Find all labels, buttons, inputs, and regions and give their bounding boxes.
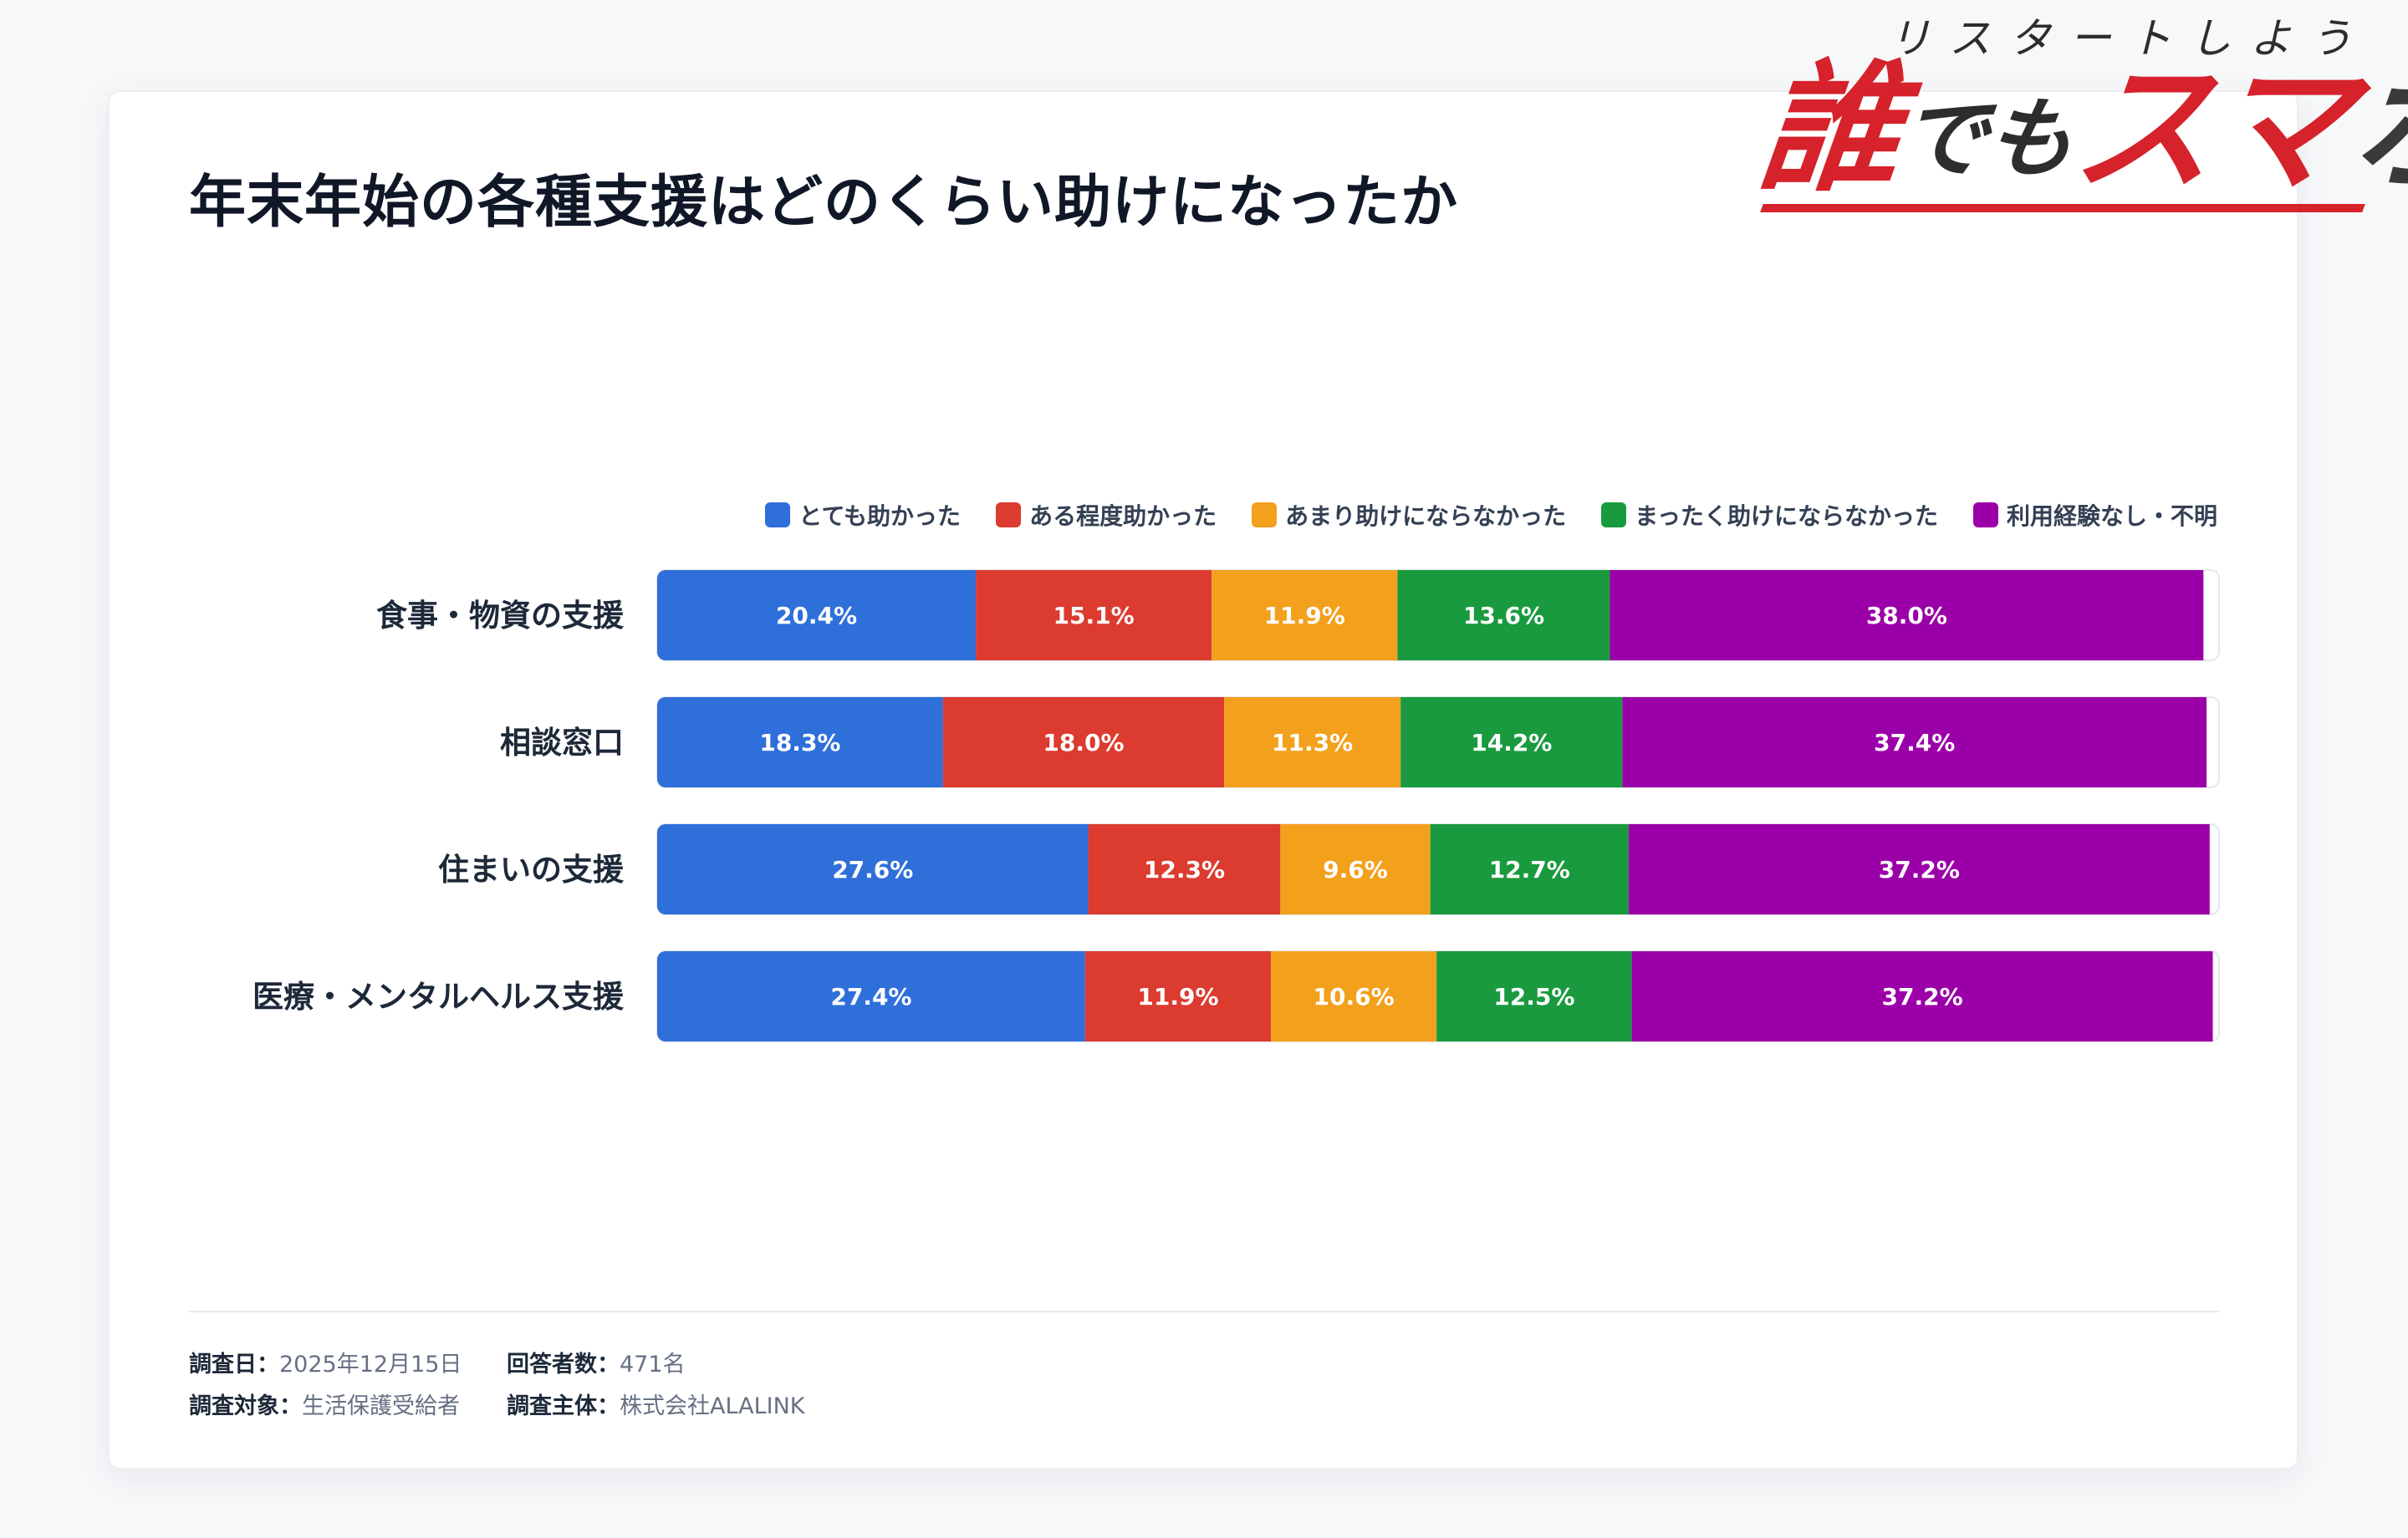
footer-row-1: 調査日：2025年12月15日 回答者数：471名 bbox=[189, 1346, 686, 1378]
bar-row bbox=[657, 951, 2213, 1041]
legend-swatch bbox=[1252, 502, 1278, 527]
data-label: 11.3% bbox=[1272, 729, 1353, 756]
survey-target-label: 調査対象： bbox=[189, 1393, 302, 1419]
data-label: 38.0% bbox=[1866, 602, 1947, 629]
legend-swatch bbox=[996, 502, 1022, 527]
category-label: 相談窓口 bbox=[500, 725, 624, 761]
bar-segment bbox=[1397, 570, 1610, 660]
data-label: 11.9% bbox=[1264, 602, 1345, 629]
survey-sponsor-value: 株式会社ALALINK bbox=[620, 1393, 805, 1419]
survey-date-label: 調査日： bbox=[189, 1352, 279, 1378]
footer-row-2: 調査対象：生活保護受給者 調査主体：株式会社ALALINK bbox=[189, 1388, 805, 1420]
legend-swatch bbox=[1972, 502, 1998, 527]
legend-label: まったく助けにならなかった bbox=[1635, 502, 1938, 530]
chart-legend: とても助かった ある程度助かった あまり助けにならなかった まったく助けにならな… bbox=[765, 498, 2217, 532]
data-label: 10.6% bbox=[1314, 983, 1395, 1011]
data-label: 20.4% bbox=[776, 602, 857, 629]
bar-segment bbox=[976, 570, 1212, 660]
category-label: 医療・メンタルヘルス支援 bbox=[253, 979, 625, 1015]
data-label: 18.3% bbox=[759, 729, 840, 756]
data-label: 9.6% bbox=[1323, 856, 1388, 884]
bar-segment bbox=[1436, 951, 1632, 1041]
bar-segment bbox=[1212, 570, 1398, 660]
bar-segment bbox=[1084, 951, 1272, 1041]
legend-label: とても助かった bbox=[798, 502, 962, 530]
bar-segment bbox=[1280, 824, 1431, 914]
legend-swatch bbox=[1601, 502, 1627, 527]
bar-segment bbox=[1610, 570, 2204, 660]
legend-item: とても助かった bbox=[765, 498, 961, 532]
respondent-count: 回答者数：471名 bbox=[507, 1346, 686, 1378]
survey-target: 調査対象：生活保護受給者 bbox=[189, 1388, 507, 1420]
data-label: 27.6% bbox=[832, 856, 913, 884]
respondent-count-label: 回答者数： bbox=[507, 1352, 620, 1378]
bar-segment bbox=[942, 697, 1225, 787]
legend-swatch bbox=[765, 502, 791, 527]
survey-sponsor: 調査主体：株式会社ALALINK bbox=[507, 1388, 805, 1420]
data-label: 15.1% bbox=[1054, 602, 1135, 629]
bar-segment bbox=[1224, 697, 1401, 787]
legend-item: 利用経験なし・不明 bbox=[1972, 498, 2217, 532]
chart-title: 年末年始の各種支援はどのくらい助けになったか bbox=[189, 170, 1459, 236]
legend-item: ある程度助かった bbox=[996, 498, 1217, 532]
category-label: 住まいの支援 bbox=[438, 852, 625, 888]
survey-target-value: 生活保護受給者 bbox=[302, 1393, 460, 1419]
data-label: 37.4% bbox=[1874, 729, 1955, 756]
bar-segment bbox=[1631, 951, 2213, 1041]
data-label: 27.4% bbox=[830, 983, 911, 1011]
logo-tagline: リスタートしよう bbox=[1889, 14, 2370, 63]
bar-row bbox=[657, 697, 2207, 787]
footer-divider bbox=[189, 1311, 2219, 1312]
bar-segment bbox=[1271, 951, 1437, 1041]
bar-segment bbox=[657, 824, 1089, 914]
legend-item: まったく助けにならなかった bbox=[1601, 498, 1938, 532]
bar-row bbox=[657, 570, 2204, 660]
bar-segment bbox=[1628, 824, 2210, 914]
legend-item: あまり助けにならなかった bbox=[1252, 498, 1566, 532]
bar-segment bbox=[657, 570, 977, 660]
data-label: 37.2% bbox=[1882, 983, 1963, 1011]
survey-date: 調査日：2025年12月15日 bbox=[189, 1346, 507, 1378]
category-label: 食事・物資の支援 bbox=[376, 598, 625, 634]
data-label: 18.0% bbox=[1043, 729, 1124, 756]
legend-label: ある程度助かった bbox=[1029, 502, 1217, 530]
bar-segment bbox=[657, 951, 1085, 1041]
survey-date-value: 2025年12月15日 bbox=[279, 1352, 462, 1378]
respondent-count-value: 471名 bbox=[620, 1352, 686, 1378]
bar-segment bbox=[1088, 824, 1281, 914]
data-label: 12.7% bbox=[1489, 856, 1570, 884]
legend-label: あまり助けにならなかった bbox=[1285, 502, 1567, 530]
bar-segment bbox=[1622, 697, 2207, 787]
data-label: 11.9% bbox=[1137, 983, 1218, 1011]
data-label: 12.5% bbox=[1493, 983, 1574, 1011]
bar-segment bbox=[1430, 824, 1629, 914]
bar-row bbox=[657, 824, 2210, 914]
bar-segment bbox=[1400, 697, 1623, 787]
data-label: 12.3% bbox=[1144, 856, 1225, 884]
survey-sponsor-label: 調査主体： bbox=[507, 1393, 620, 1419]
brand-logo: リスタートしよう 誰でもスマホ bbox=[1752, 0, 2408, 224]
legend-label: 利用経験なし・不明 bbox=[2006, 502, 2217, 530]
bar-segment bbox=[657, 697, 943, 787]
data-label: 13.6% bbox=[1463, 602, 1544, 629]
data-label: 37.2% bbox=[1879, 856, 1960, 884]
data-label: 14.2% bbox=[1471, 729, 1552, 756]
